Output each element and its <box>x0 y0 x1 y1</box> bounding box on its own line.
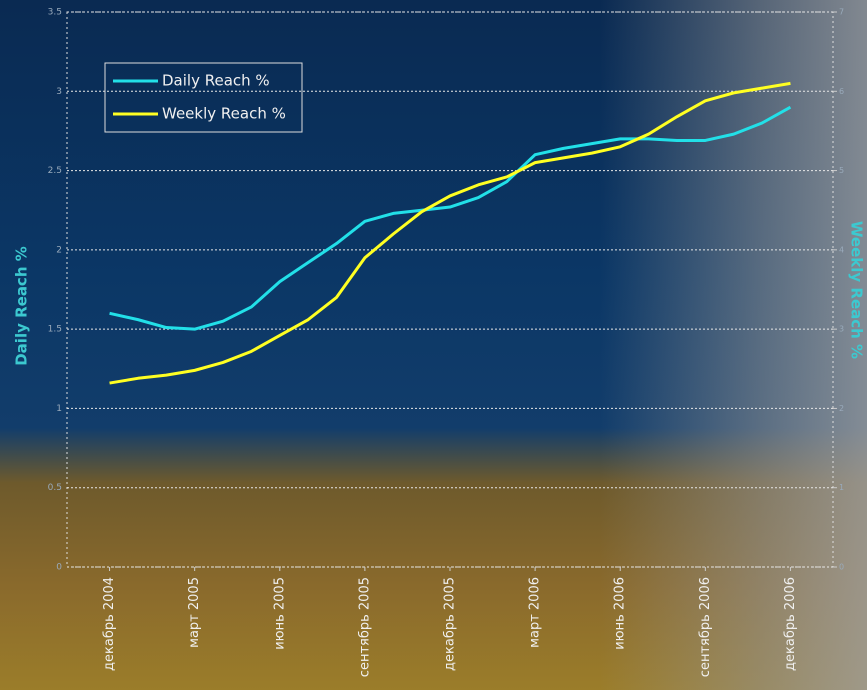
x-tick-label: сентябрь 2005 <box>357 577 372 677</box>
x-tick-label: декабрь 2004 <box>102 577 117 671</box>
y2-tick-label: 2 <box>839 404 844 413</box>
y2-tick-label: 6 <box>839 87 844 96</box>
x-tick-label: март 2006 <box>528 577 543 648</box>
y2-tick-label: 1 <box>839 483 844 492</box>
legend-box <box>104 62 303 133</box>
y-axis-title: Daily Reach % <box>13 246 31 366</box>
x-tick-label: июнь 2006 <box>613 577 628 650</box>
y-tick-label: 2.5 <box>48 166 62 176</box>
x-tick-label: март 2005 <box>187 577 202 648</box>
x-tick-label: декабрь 2006 <box>783 577 798 671</box>
y-tick-label: 1.5 <box>48 325 62 335</box>
y-tick-label: 1 <box>56 404 62 414</box>
y2-tick-label: 5 <box>839 166 844 175</box>
x-tick-label: сентябрь 2006 <box>698 577 713 677</box>
plot-frame <box>66 11 834 568</box>
x-tick-label: июнь 2005 <box>272 577 287 650</box>
y-tick-label: 0.5 <box>48 483 62 493</box>
y-tick-label: 3 <box>56 87 62 97</box>
y-tick-label: 0 <box>56 563 62 573</box>
y2-tick-label: 4 <box>839 245 844 254</box>
y2-tick-label: 3 <box>839 325 844 334</box>
y-tick-label: 2 <box>56 245 62 255</box>
x-tick-label: декабрь 2005 <box>443 577 458 671</box>
y2-axis-title: Weekly Reach % <box>848 221 866 359</box>
series-line <box>109 81 791 385</box>
legend-label: Weekly Reach % <box>162 105 286 123</box>
series-line <box>109 105 792 331</box>
y-tick-label: 3.5 <box>48 8 62 18</box>
y2-tick-label: 0 <box>839 563 844 572</box>
y2-tick-label: 7 <box>839 8 844 17</box>
legend-label: Daily Reach % <box>162 72 270 90</box>
